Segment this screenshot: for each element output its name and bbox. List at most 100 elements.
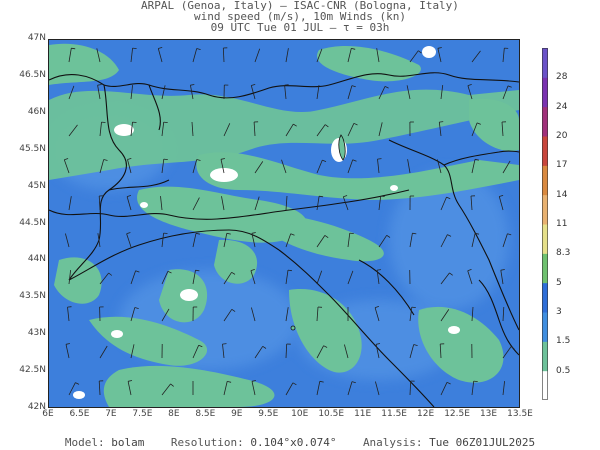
wind-barb-flag — [75, 382, 80, 385]
wind-barb-flag — [126, 232, 131, 235]
wind-barb — [440, 234, 448, 248]
colorbar-tick-label: 5 — [556, 277, 562, 288]
wind-barb-flag — [195, 232, 200, 235]
wind-barb-flag — [510, 346, 515, 350]
wind-barb-flag — [190, 84, 195, 86]
colorbar-segment — [542, 224, 548, 254]
wind-barb-flag — [376, 343, 381, 345]
lat-tick-label: 46N — [27, 106, 46, 117]
wind-barb — [407, 159, 411, 174]
wind-barb — [344, 344, 349, 359]
wind-barb — [409, 307, 413, 322]
wind-barb — [471, 233, 476, 248]
wind-barb-flag — [195, 269, 200, 272]
wind-map[interactable] — [48, 39, 520, 408]
wind-barb — [285, 233, 292, 248]
wind-barb-flag — [227, 381, 232, 383]
wind-barb-flag — [262, 345, 267, 349]
wind-barb-flag — [380, 195, 385, 197]
colorbar-segment — [542, 77, 548, 108]
lon-tick-label: 13.5E — [507, 409, 533, 419]
wind-barb — [130, 270, 136, 285]
wind-barb — [471, 122, 478, 137]
lon-tick-label: 10E — [291, 409, 309, 419]
wind-barb-flag — [352, 159, 357, 162]
wind-barb-flag — [293, 123, 297, 127]
wind-barb-flag — [319, 380, 324, 383]
wind-barb-flag — [322, 159, 327, 162]
wind-barbs — [63, 47, 515, 396]
wind-barb — [285, 343, 288, 359]
wind-barb-flag — [386, 234, 391, 238]
wind-barb — [192, 345, 200, 359]
wind-barb-flag — [226, 232, 231, 235]
wind-barb — [498, 196, 504, 211]
lon-tick-label: 12E — [417, 409, 435, 419]
wind-barb — [161, 233, 164, 248]
wind-barb — [470, 195, 473, 211]
lon-tick-label: 6.5E — [69, 409, 90, 419]
colorbar-segment — [542, 48, 548, 78]
header-validity: 09 UTC Tue 01 JUL – τ = 03h — [210, 21, 390, 34]
wind-barb — [375, 381, 380, 396]
wind-barb — [99, 159, 105, 174]
wind-barb — [467, 270, 473, 285]
wind-barb — [409, 380, 412, 396]
lon-tick-label: 8E — [168, 409, 180, 419]
wind-barb — [161, 271, 169, 285]
colorbar-tick-label: 8.3 — [556, 248, 571, 259]
wind-barb — [285, 270, 289, 285]
wind-barb — [254, 196, 260, 211]
lon-tick-label: 11E — [354, 409, 372, 419]
wind-barb — [502, 48, 505, 63]
wind-barb — [437, 48, 442, 63]
wind-barb — [375, 344, 380, 359]
wind-barb-flag — [377, 269, 382, 271]
wind-barb — [161, 122, 165, 137]
wind-barb — [471, 159, 476, 174]
wind-barb — [284, 85, 287, 100]
wind-barb — [285, 123, 294, 137]
wind-barb-flag — [447, 234, 452, 237]
wind-barb — [191, 121, 194, 137]
wind-barb — [347, 123, 355, 137]
wind-barb — [68, 124, 78, 137]
wind-barb-flag — [135, 270, 140, 273]
colorbar-segment — [542, 194, 548, 225]
wind-barb — [281, 159, 287, 174]
wind-barb — [254, 48, 261, 63]
wind-barb — [406, 85, 411, 100]
wind-barb-flag — [170, 383, 174, 387]
wind-barb-flag — [97, 84, 102, 86]
wind-barb-flag — [231, 271, 236, 275]
wind-barb — [316, 345, 324, 359]
wind-barb-flag — [163, 158, 168, 160]
wind-barb-flag — [349, 232, 354, 234]
wind-barb-flag — [353, 122, 358, 126]
wind-barb — [253, 121, 256, 137]
wind-barb — [316, 270, 323, 285]
wind-barb — [190, 85, 194, 100]
wind-barb-flag — [198, 344, 203, 348]
lat-tick-label: 43.5N — [19, 291, 46, 302]
lat-tick-label: 43N — [27, 328, 46, 339]
wind-barb — [222, 47, 225, 63]
wind-barb-flag — [128, 380, 133, 382]
colorbar-segment — [542, 312, 548, 342]
wind-barb-flag — [251, 84, 256, 86]
wind-barb — [316, 196, 320, 211]
wind-barb — [502, 233, 508, 248]
colorbar-tick-label: 28 — [556, 72, 568, 83]
wind-barb — [130, 307, 136, 322]
wind-barb — [161, 383, 171, 396]
wind-barb — [347, 233, 351, 248]
wind-barb — [250, 85, 256, 100]
wind-barb — [440, 196, 447, 211]
colorbar-segment — [542, 165, 548, 196]
header-title: ARPAL (Genoa, Italy) – ISAC-CNR (Bologna… — [141, 0, 459, 12]
lon-tick-label: 7.5E — [132, 409, 153, 419]
wind-barb — [251, 381, 256, 396]
wind-barb-flag — [467, 84, 472, 86]
lat-tick-label: 46.5N — [19, 69, 46, 80]
colorbar-segment — [542, 282, 548, 313]
